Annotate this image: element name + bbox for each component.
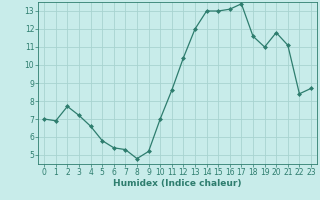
- X-axis label: Humidex (Indice chaleur): Humidex (Indice chaleur): [113, 179, 242, 188]
